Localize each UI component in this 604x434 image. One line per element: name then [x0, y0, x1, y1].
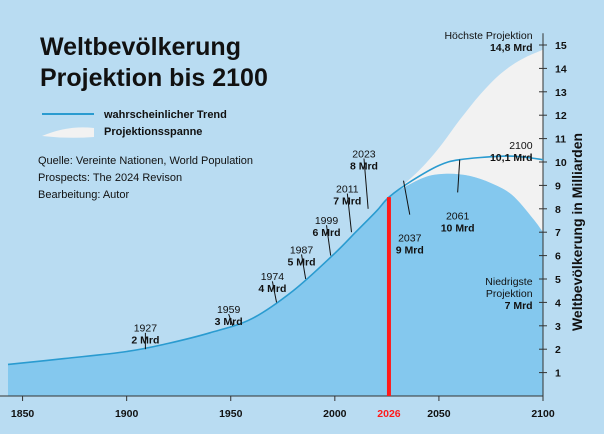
annotation-year: 2023 — [352, 148, 376, 160]
chart-title-line2: Projektion bis 2100 — [40, 64, 268, 92]
population-area — [8, 173, 543, 396]
annotation-value: 8 Mrd — [350, 160, 378, 172]
legend-span-swatch — [42, 127, 94, 138]
source-note: Quelle: Vereinte Nationen, World Populat… — [38, 155, 253, 201]
x-tick-label: 1950 — [219, 408, 243, 420]
annotation-value: 2 Mrd — [131, 335, 159, 347]
y-tick-label: 6 — [555, 251, 561, 263]
y-tick-label: 11 — [555, 134, 566, 146]
legend-trend-label: wahrscheinlicher Trend — [103, 109, 227, 121]
annotation-value: 5 Mrd — [288, 256, 316, 268]
annotation-leader — [326, 225, 332, 256]
annotation-leader — [346, 193, 352, 233]
y-tick-label: 1 — [555, 368, 561, 380]
projection-span-area — [389, 49, 543, 233]
source-line-1: Quelle: Vereinte Nationen, World Populat… — [38, 155, 253, 167]
y-tick-label: 15 — [555, 40, 567, 52]
x-tick-label: 2050 — [427, 408, 451, 420]
annotation-value: 3 Mrd — [215, 316, 243, 328]
annotation-leader — [403, 180, 411, 215]
annotation-year: 1987 — [290, 244, 314, 256]
annotation-year: 1959 — [217, 304, 241, 316]
annotation-value: 7 Mrd — [333, 195, 361, 207]
annotation-year: Niedrigste — [485, 276, 532, 288]
legend-span-label: Projektionsspanne — [104, 126, 202, 138]
marker-label: 2026 — [377, 408, 401, 420]
x-tick-label: 1900 — [115, 408, 139, 420]
annotation-year: 2100 — [509, 140, 533, 152]
y-tick-label: 10 — [555, 157, 567, 169]
y-tick-label: 5 — [555, 274, 561, 286]
annotation-value: 10 Mrd — [441, 222, 475, 234]
annotation-leader — [301, 254, 307, 280]
annotation-year: 2037 — [398, 233, 422, 245]
annotation-leader — [457, 159, 461, 193]
y-tick-label: 12 — [555, 110, 567, 122]
annotation-year: 2011 — [336, 183, 359, 195]
annotation-leader — [363, 158, 369, 209]
annotation-value: 14,8 Mrd — [490, 42, 533, 54]
y-tick-label: 3 — [555, 321, 561, 333]
annotation-year: 1999 — [315, 215, 339, 227]
annotation-year: 1927 — [134, 323, 158, 335]
annotation-value: 4 Mrd — [258, 283, 286, 295]
y-tick-label: 14 — [555, 63, 567, 75]
x-tick-label: 1850 — [11, 408, 35, 420]
x-tick-label: 2000 — [323, 408, 347, 420]
x-tick-label: 2100 — [531, 408, 555, 420]
annotation-value: 6 Mrd — [312, 227, 340, 239]
trend-line — [7, 155, 544, 366]
annotation-year: 1974 — [261, 271, 285, 283]
source-line-2: Prospects: The 2024 Revison — [38, 172, 182, 184]
annotation-leader — [228, 313, 234, 326]
chart-title-line1: Weltbevölkerung — [40, 33, 241, 61]
y-tick-label: 4 — [555, 297, 561, 309]
y-tick-label: 2 — [555, 344, 561, 356]
y-tick-label: 7 — [555, 227, 561, 239]
y-axis-label: Weltbevölkerung in Milliarden — [569, 133, 585, 331]
annotation-value: 7 Mrd — [505, 300, 533, 312]
y-tick-label: 8 — [555, 204, 561, 216]
source-line-3: Bearbeitung: Autor — [38, 189, 129, 201]
annotation-year-line2: Projektion — [486, 288, 533, 300]
legend: wahrscheinlicher Trend Projektionsspanne — [42, 109, 227, 138]
annotation-value: 9 Mrd — [396, 245, 424, 257]
annotation-value: 10,1 Mrd — [490, 152, 533, 164]
annotation-leader — [271, 281, 278, 303]
annotation-year: Höchste Projektion — [444, 30, 532, 42]
y-tick-label: 9 — [555, 180, 561, 192]
y-tick-label: 13 — [555, 87, 567, 99]
annotation-year: 2061 — [446, 210, 470, 222]
